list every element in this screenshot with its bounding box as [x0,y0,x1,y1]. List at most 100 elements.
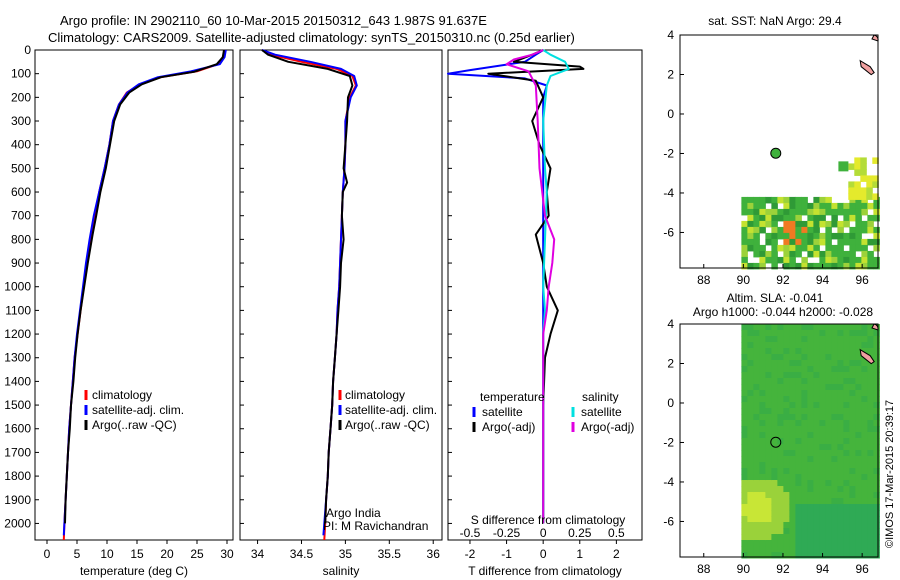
sst-cell [789,232,796,240]
sla-cell [765,432,772,439]
sla-cell [765,534,772,541]
sla-cell [861,438,868,445]
sla-cell [777,324,784,331]
sla-cell [753,372,760,379]
legend-label: climatology [345,388,405,402]
sla-cell [765,354,772,361]
sla-cell [849,534,856,541]
series-line-1 [487,49,585,524]
sla-cell [759,402,766,409]
s-axis-label: S difference from climatology [471,513,626,527]
sst-cell [753,244,760,252]
y-tick-label: -2 [663,435,674,449]
sla-cell [801,552,808,559]
sla-cell [789,378,796,385]
sla-cell [777,408,784,415]
sst-cell [741,196,748,204]
sla-cell [795,360,802,367]
sla-cell [807,444,814,451]
sla-cell [819,402,826,409]
sla-cell [801,360,808,367]
sla-cell [819,444,826,451]
sst-cell [843,238,850,246]
sla-cell [741,354,748,361]
sla-cell [861,426,868,433]
annotation-line1: Argo India [326,506,381,520]
sla-cell [867,390,874,397]
sla-cell [837,354,844,361]
sla-cell [801,480,808,487]
sla-cell [765,546,772,553]
sla-cell [837,444,844,451]
sst-cell [771,232,778,240]
sla-cell [753,336,760,343]
sla-cell [789,408,796,415]
sst-cell [741,232,748,240]
sst-cell [801,202,808,210]
sla-cell [789,420,796,427]
sla-cell [813,456,820,463]
y-tick-label: 1400 [4,374,31,388]
sla-cell [837,342,844,349]
sla-cell [747,348,754,355]
sla-cell [843,528,850,535]
sla-cell [795,348,802,355]
sla-cell [747,354,754,361]
sla-cell [771,534,778,541]
sst-cell [801,244,808,252]
sla-cell [873,408,880,415]
sla-cell [867,552,874,559]
x-tick-label: 94 [816,273,830,287]
sla-cell [819,414,826,421]
sla-cell [753,486,760,493]
sst-cell [867,226,874,234]
sst-cell [795,196,802,204]
legend-title-salinity: salinity [582,390,619,404]
figure-title-line1: Argo profile: IN 2902110_60 10-Mar-2015 … [60,13,487,28]
s-tick-label: 0.5 [608,526,625,540]
sla-cell [747,546,754,553]
sla-cell [813,534,820,541]
sla-cell [747,324,754,331]
sla-cell [783,384,790,391]
sst-cell [771,244,778,252]
sla-cell [855,438,862,445]
sla-cell [813,552,820,559]
sla-cell [855,546,862,553]
sla-cell [765,366,772,373]
x-axis-label: T difference from climatology [468,564,622,578]
x-tick-label: 36 [427,547,441,561]
sla-cell [741,378,748,385]
sst-cell [849,256,856,264]
sla-cell [849,468,856,475]
sla-cell [855,528,862,535]
sla-cell [819,360,826,367]
sla-cell [861,378,868,385]
sla-cell [759,408,766,415]
sla-cell [861,546,868,553]
sla-cell [759,474,766,481]
sla-cell [819,504,826,511]
sla-cell [873,540,880,547]
sla-cell [813,516,820,523]
sla-cell [867,462,874,469]
sla-cell [765,528,772,535]
sla-cell [753,324,760,331]
sla-cell [789,522,796,529]
sla-cell [807,360,814,367]
sla-cell [801,378,808,385]
sla-cell [795,354,802,361]
sla-cell [765,336,772,343]
sla-cell [747,360,754,367]
sla-cell [795,366,802,373]
sla-cell [819,498,826,505]
sst-cell [855,256,862,264]
sst-cell [867,238,874,246]
sla-cell [855,474,862,481]
sla-cell [861,390,868,397]
sla-cell [747,504,754,511]
sst-cell [753,232,760,240]
sla-cell [825,366,832,373]
sla-cell [813,330,820,337]
